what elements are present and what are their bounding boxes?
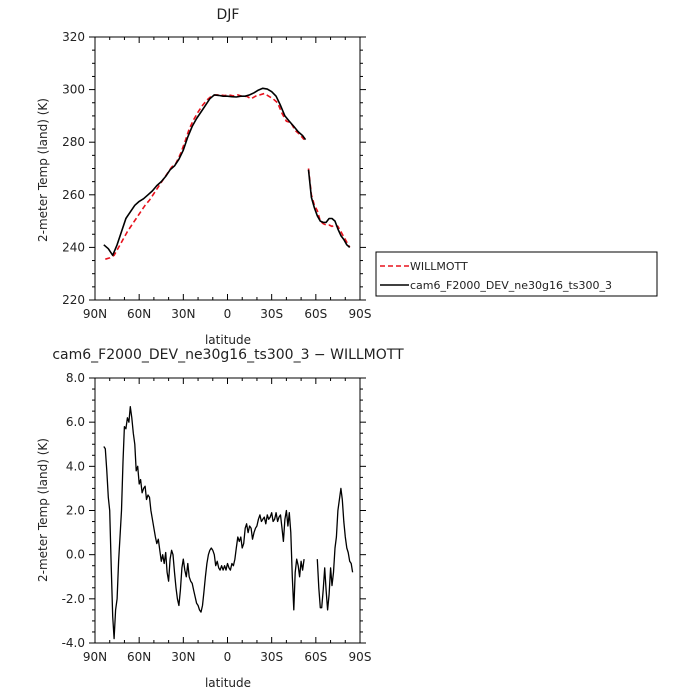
axis-ticks	[89, 36, 366, 301]
y-tick-label: 8.0	[66, 371, 85, 385]
x-tick-label: 30N	[171, 307, 195, 321]
y-tick-label: -4.0	[62, 636, 85, 650]
willmott-series-line	[307, 168, 351, 248]
x-tick-label: 30S	[260, 650, 283, 664]
y-tick-labels: 220 240 260 280 300 320	[62, 30, 85, 307]
y-tick-labels: -4.0 -2.0 0.0 2.0 4.0 6.0 8.0	[62, 371, 85, 650]
axis-ticks	[89, 377, 366, 644]
chart-title: DJF	[217, 7, 240, 23]
cam6-f2000-dev-ne30g16-ts300-3-series-line	[103, 87, 307, 257]
x-tick-label: 60S	[304, 650, 327, 664]
y-tick-label: 220	[62, 293, 85, 307]
series-lines	[103, 87, 351, 260]
x-tick-label: 30S	[260, 307, 283, 321]
willmott-series-line	[105, 92, 305, 260]
y-tick-label: 6.0	[66, 415, 85, 429]
chart-difference: cam6_F2000_DEV_ne30g16_ts300_3 − WILLMOT…	[36, 347, 404, 690]
y-axis-label: 2-meter Temp (land) (K)	[36, 438, 50, 582]
x-tick-label: 30N	[171, 650, 195, 664]
legend-label-cam6: cam6_F2000_DEV_ne30g16_ts300_3	[410, 279, 612, 292]
x-tick-label: 60N	[127, 650, 151, 664]
plot-frame	[94, 36, 361, 301]
legend-box	[375, 251, 658, 297]
y-axis-label: 2-meter Temp (land) (K)	[36, 98, 50, 242]
x-tick-labels: 90N 60N 30N 0 30S 60S 90S	[83, 307, 372, 321]
x-tick-label: 90S	[349, 650, 372, 664]
x-tick-label: 0	[224, 650, 232, 664]
x-tick-label: 90N	[83, 307, 107, 321]
y-tick-label: 320	[62, 30, 85, 44]
series-lines	[103, 406, 354, 640]
y-tick-label: 260	[62, 188, 85, 202]
y-tick-label: -2.0	[62, 592, 85, 606]
y-tick-label: 300	[62, 83, 85, 97]
x-tick-labels: 90N 60N 30N 0 30S 60S 90S	[83, 650, 372, 664]
x-tick-label: 60N	[127, 307, 151, 321]
plot-frame	[94, 377, 361, 644]
y-tick-label: 0.0	[66, 548, 85, 562]
difference-series-line	[103, 406, 305, 640]
y-tick-label: 280	[62, 135, 85, 149]
x-tick-label: 90S	[349, 307, 372, 321]
x-axis-label: latitude	[205, 676, 251, 690]
x-axis-label: latitude	[205, 333, 251, 347]
y-tick-label: 4.0	[66, 459, 85, 473]
x-tick-label: 60S	[304, 307, 327, 321]
y-tick-label: 240	[62, 240, 85, 254]
x-tick-label: 0	[224, 307, 232, 321]
cam6-f2000-dev-ne30g16-ts300-3-series-line	[307, 169, 351, 248]
legend: WILLMOTT cam6_F2000_DEV_ne30g16_ts300_3	[375, 251, 658, 297]
legend-label-willmott: WILLMOTT	[410, 260, 468, 273]
chart-title: cam6_F2000_DEV_ne30g16_ts300_3 − WILLMOT…	[52, 347, 404, 363]
difference-series-line	[316, 487, 354, 611]
x-tick-label: 90N	[83, 650, 107, 664]
y-tick-label: 2.0	[66, 504, 85, 518]
